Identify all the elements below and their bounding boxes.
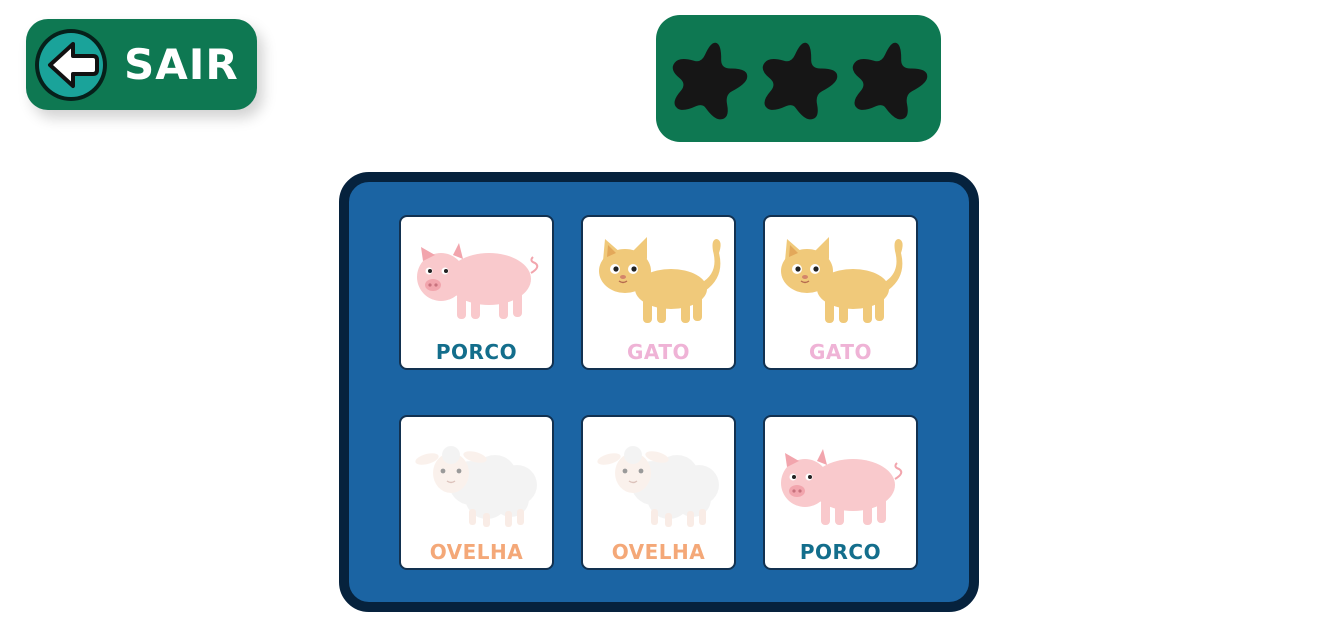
card-label: GATO: [809, 340, 872, 364]
game-board: PORCO GATO: [339, 172, 979, 612]
star-icon: [852, 42, 928, 120]
memory-card[interactable]: OVELHA: [399, 415, 554, 570]
cat-icon: [599, 237, 721, 323]
stars-panel: [656, 15, 941, 142]
memory-card[interactable]: GATO: [763, 215, 918, 370]
exit-button[interactable]: SAIR: [26, 19, 257, 110]
memory-card[interactable]: PORCO: [399, 215, 554, 370]
card-label: OVELHA: [429, 540, 524, 564]
card-label: PORCO: [435, 340, 518, 364]
pig-icon: [781, 449, 903, 525]
card-label: PORCO: [799, 540, 882, 564]
memory-card[interactable]: PORCO: [763, 415, 918, 570]
memory-card[interactable]: GATO: [581, 215, 736, 370]
star-icon: [672, 42, 748, 120]
card-label: GATO: [627, 340, 690, 364]
cat-icon: [781, 237, 903, 323]
card-label: OVELHA: [611, 540, 706, 564]
memory-card[interactable]: OVELHA: [581, 415, 736, 570]
exit-label: SAIR: [124, 40, 239, 89]
star-icon: [762, 42, 838, 120]
sheep-icon: [597, 446, 719, 527]
pig-icon: [417, 243, 539, 319]
arrow-left-icon: [35, 29, 107, 101]
sheep-icon: [415, 446, 537, 527]
